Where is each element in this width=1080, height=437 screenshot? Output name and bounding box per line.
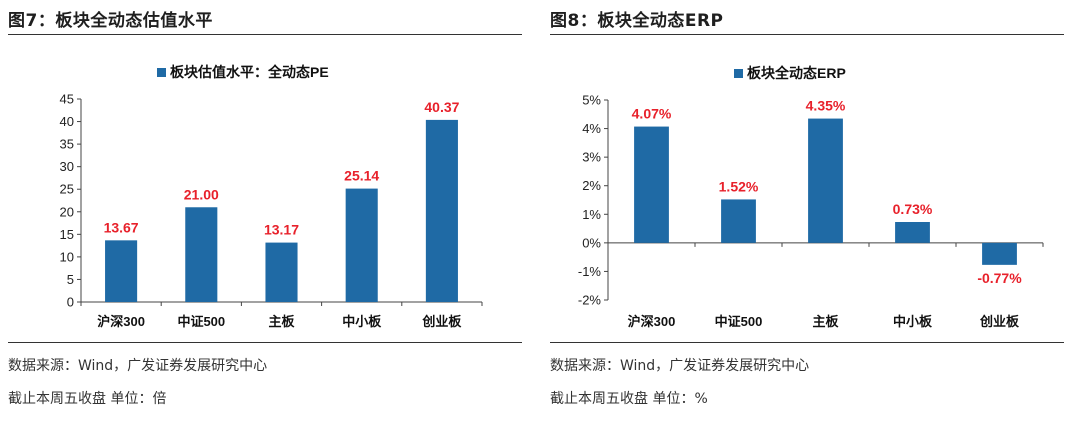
category-label: 中证500 [715,314,763,329]
category-label: 主板 [812,314,839,329]
y-tick-label: 20 [60,204,74,219]
y-tick-label: 15 [60,227,74,242]
data-label: 25.14 [344,168,379,184]
bar [105,240,138,302]
figure-title: 图7：板块全动态估值水平 [8,11,213,31]
bar [634,126,669,243]
legend-swatch [734,69,743,78]
bar [982,242,1017,265]
title-rule [8,34,522,35]
y-tick-label: 30 [60,159,74,174]
data-source: 数据来源：Wind，广发证券发展研究中心 [550,358,810,374]
category-label: 中小板 [342,314,382,329]
bar [721,199,756,243]
y-tick-label: 5 [67,272,74,287]
y-tick-label: 3% [582,150,601,165]
y-tick-label: 35 [60,137,74,152]
pe-bar-chart: 板块估值水平：全动态PE 0 5 10 15 20 25 30 35 40 45 13.67 沪深300… [60,64,483,329]
erp-bar-chart: 板块全动态ERP -2% -1% 0% 1% 2% 3% 4% 5% 4.07% 沪深300 1.52… [578,65,1044,329]
data-label: 4.07% [632,106,672,122]
bar [808,118,843,243]
y-tick-label: 10 [60,249,74,264]
y-tick-label: 25 [60,182,74,197]
bar [425,119,458,302]
data-label: -0.77% [977,270,1022,286]
legend-label: 板块估值水平：全动态PE [170,64,329,80]
legend-swatch [157,68,166,77]
figure-8-panel: 图8：板块全动态ERP 板块全动态ERP -2% -1% 0% 1% 2% 3% 4% 5% 4.… [550,0,1072,437]
data-label: 1.52% [719,178,759,194]
data-label: 13.17 [264,222,299,238]
data-source: 数据来源：Wind，广发证券发展研究中心 [8,358,268,374]
data-label: 0.73% [893,201,933,217]
y-tick-label: 45 [60,92,74,107]
category-label: 中证500 [177,314,225,329]
title-rule [550,34,1064,35]
data-label: 40.37 [424,99,459,115]
y-tick-label: 4% [582,121,601,136]
y-tick-label: 40 [60,114,74,129]
y-tick-label: 1% [582,207,601,222]
category-label: 创业板 [421,314,462,329]
category-label: 沪深300 [628,314,676,329]
y-tick-label: 2% [582,178,601,193]
y-tick-label: -2% [578,293,602,308]
figure-7-panel: 图7：板块全动态估值水平 板块估值水平：全动态PE 0 5 10 15 20 25 30 35 4… [8,0,530,437]
category-label: 沪深300 [97,314,145,329]
bar [345,188,378,302]
category-label: 创业板 [979,314,1020,329]
source-rule [550,342,1064,343]
y-tick-label: 0% [582,235,601,250]
bar [185,207,218,302]
category-label: 中小板 [893,314,933,329]
bar [895,222,930,243]
y-tick-label: 5% [582,93,601,108]
data-note: 截止本周五收盘 单位：% [550,391,708,407]
data-label: 13.67 [104,219,139,235]
data-label: 4.35% [806,98,846,114]
source-rule [8,342,522,343]
data-label: 21.00 [184,186,219,202]
data-note: 截止本周五收盘 单位：倍 [8,391,167,407]
y-tick-label: 0 [67,295,74,310]
category-label: 主板 [268,314,295,329]
y-tick-label: -1% [578,264,602,279]
bar [265,242,298,302]
figure-title: 图8：板块全动态ERP [550,11,724,31]
legend-label: 板块全动态ERP [747,65,846,81]
